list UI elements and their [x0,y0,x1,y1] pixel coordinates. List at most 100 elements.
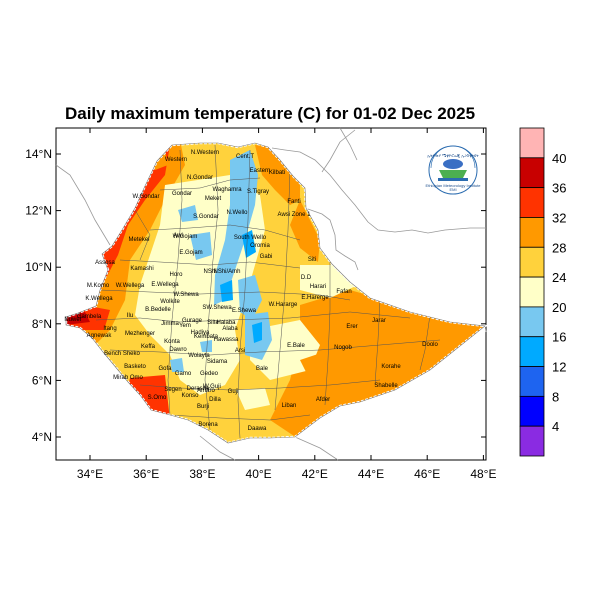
region-label: S.Omo [148,395,167,401]
region-label: SW.Shewa [202,305,232,311]
region-label: Liban [282,403,297,409]
axis-ticks: 34°E 36°E 38°E 40°E 42°E 44°E 46°E 48°E 4°N 6°N 8°… [25,128,496,481]
colorbar-swatch [519,157,545,189]
colorbar-swatch [519,187,545,218]
region-label: Oromia [250,243,270,249]
region-label: Guji [228,389,239,395]
logo-arc-text: ኢትዮጵያ ሜቲዮሮሎጂ ኢንስቲትዩት [427,153,479,158]
y-tick-label: 8°N [32,317,52,331]
colorbar-label: 4 [552,419,559,434]
region-label: Daawa [248,426,267,432]
region-label: S.Tigray [247,189,269,195]
x-tick-label: 44°E [358,467,384,481]
region-label: Yem [179,323,191,329]
region-label: W.Guji [203,384,221,390]
emi-logo: ኢትዮጵያ ሜቲዮሮሎጂ ኢንስቲትዩት Ethiopian Meteorolo… [426,145,482,195]
region-label: Itang [103,326,116,332]
region-label: Korahe [381,364,401,370]
region-label: Sidama [207,359,228,365]
region-label: Assosa [95,260,115,266]
colorbar-swatch [519,306,545,338]
region-label: Eastern [250,168,271,174]
region-label: N.Western [191,150,219,156]
colorbar-swatch [519,246,545,278]
region-label: Erer [346,324,357,330]
region-label: Harari [310,284,326,290]
x-tick-label: 40°E [246,467,272,481]
colorbar-label: 20 [552,300,566,315]
region-label: Silte [207,320,219,326]
region-label: Gondar [172,191,192,197]
region-label: Gambela [77,314,102,320]
colorbar-swatch [519,276,545,308]
y-tick-label: 6°N [32,373,52,387]
colorbar-label: 24 [552,270,566,285]
region-labels: Western N.Western Cent.T Eastern Gondar N.Gon… [64,150,438,432]
region-label: Mezhenger [125,331,155,337]
region-label: Waghamra [212,187,242,193]
colorbar-label: 16 [552,330,566,345]
region-label: Nogob [334,345,352,351]
colorbar-label: 36 [552,181,566,196]
region-label: Arsi [235,348,245,354]
region-label: Konta [164,339,180,345]
region-label: E.Wellega [151,282,179,288]
y-tick-label: 14°N [25,147,52,161]
region-label: Awsi Zone 1 [278,212,312,218]
logo-caption: Ethiopian Meteorology Institute [426,183,482,188]
region-label: Basketo [124,364,146,370]
region-label: Horo [169,272,183,278]
region-label: Afder [316,397,330,403]
region-label: Gabi [260,254,273,260]
colorbar-label: 12 [552,360,566,375]
region-label: M.Komo [87,283,110,289]
region-label: Mirab Omo [113,375,143,381]
region-label: NShi [203,269,216,275]
region-label: Hawassa [214,337,239,343]
region-label: Amaro [197,388,215,394]
region-label: W.Wellega [116,283,145,289]
colorbar-swatch [519,217,545,248]
region-label: Alaba [222,326,238,332]
region-label: D.D [301,275,312,281]
region-label: Gedeo [200,371,219,377]
colorbar-swatch [519,425,545,457]
cloud-icon [443,159,463,169]
region-label: Agnewak [87,333,113,339]
region-label: Borena [198,422,218,428]
region-label: W.Gojam [173,234,198,240]
region-label: E.Harerge [301,295,329,301]
region-label: E.Shewa [232,308,257,314]
colorbar-label: 40 [552,151,566,166]
region-label: Hadiya [191,330,210,336]
region-label: Gofa [158,366,172,372]
colorbar-swatch [519,366,545,397]
colorbar-swatch [519,395,545,427]
region-label: E.Gojam [179,250,202,256]
region-label: Kembata [194,334,219,340]
colorbar-label: 28 [552,240,566,255]
sun-icon [439,170,467,178]
region-label: Awi [173,233,183,239]
colorbar-label: 8 [552,389,559,404]
region-label: Derashe [187,386,210,392]
region-label: N.Wello [227,210,249,216]
region-label: Cent.T [236,154,254,160]
region-label: Jarar [372,318,386,324]
region-label: Shabelle [374,383,398,389]
region-label: W.Gondar [132,194,159,200]
region-label: W.Hararge [269,302,298,308]
x-tick-label: 42°E [302,467,328,481]
region-label: K.Wellega [85,296,113,302]
y-tick-label: 4°N [32,430,52,444]
region-label: Dilla [209,397,221,403]
x-tick-label: 46°E [414,467,440,481]
region-label: Konso [181,393,199,399]
colorbar-swatch [519,127,545,159]
region-label: South Wello [234,235,267,241]
region-label: N.Gondar [187,175,213,181]
region-label: Halaba [216,320,236,326]
x-tick-label: 48°E [470,467,496,481]
colorbar-label: 32 [552,210,566,225]
